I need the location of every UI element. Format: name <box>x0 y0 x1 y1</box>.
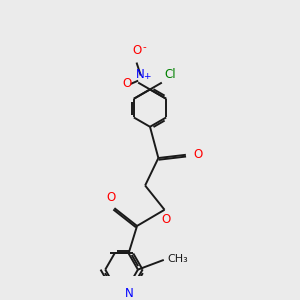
Text: N: N <box>125 287 134 300</box>
Text: O: O <box>132 44 141 57</box>
Text: O: O <box>106 191 116 204</box>
Text: CH₃: CH₃ <box>168 254 188 264</box>
Text: O: O <box>122 77 131 90</box>
Text: -: - <box>143 42 146 52</box>
Text: O: O <box>161 213 171 226</box>
Text: +: + <box>143 72 151 81</box>
Text: O: O <box>193 148 202 161</box>
Text: Cl: Cl <box>164 68 176 81</box>
Text: N: N <box>136 68 145 81</box>
